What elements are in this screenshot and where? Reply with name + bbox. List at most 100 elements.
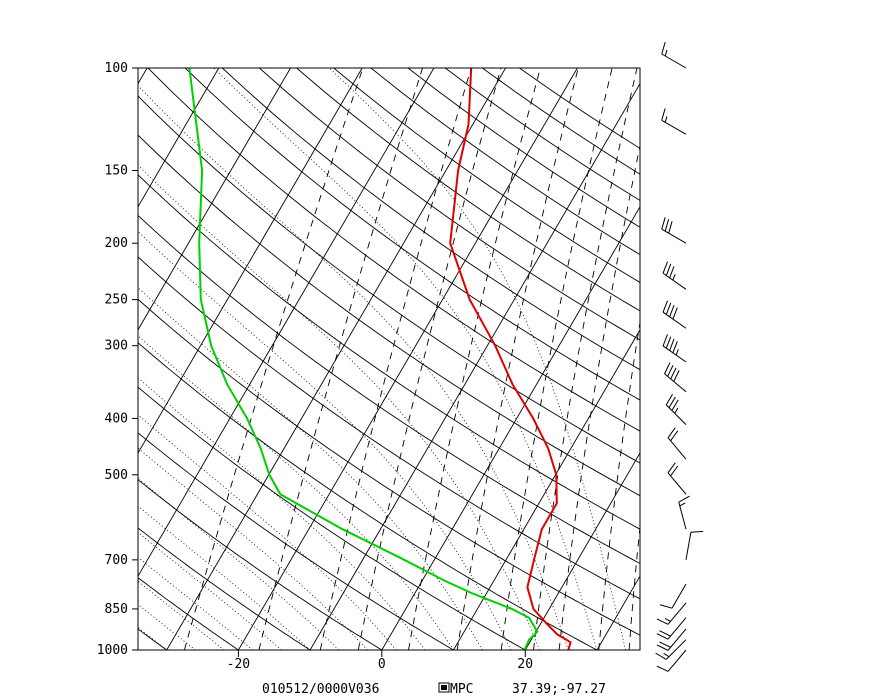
wind-barb xyxy=(678,495,690,530)
pressure-tick-label: 200 xyxy=(105,236,128,251)
moist-adiabat-line xyxy=(213,68,598,650)
mixing-ratio-line xyxy=(456,68,579,650)
wind-barb xyxy=(662,334,687,363)
dry-adiabat-line xyxy=(138,214,640,565)
wind-barb xyxy=(661,217,687,244)
wind-barb xyxy=(662,261,687,290)
pressure-tick-label: 850 xyxy=(105,602,128,617)
isotherm-line xyxy=(0,68,4,650)
wind-barb xyxy=(656,617,687,640)
moist-adiabat-line xyxy=(329,68,627,650)
dry-adiabat-line xyxy=(138,432,454,650)
wind-barb xyxy=(656,649,687,672)
moist-adiabat-line xyxy=(138,603,196,650)
moist-adiabat-line xyxy=(138,164,540,650)
temperature-profile xyxy=(449,68,572,650)
dry-adiabat-line xyxy=(138,134,640,497)
dry-adiabat-line xyxy=(333,68,640,283)
moist-adiabat-line xyxy=(138,477,340,650)
mixing-ratio-line xyxy=(258,68,423,650)
plot-frame xyxy=(137,67,641,651)
temperature-tick-label: -20 xyxy=(227,657,250,672)
grid-lines xyxy=(0,68,896,650)
pressure-tick-label: 100 xyxy=(105,61,128,76)
pressure-tick-label: 700 xyxy=(105,553,128,568)
dry-adiabat-line xyxy=(138,479,383,650)
isotherm-line xyxy=(669,68,896,650)
wind-barb xyxy=(662,300,687,329)
dry-adiabat-line xyxy=(138,342,598,650)
pressure-tick-label: 500 xyxy=(105,468,128,483)
mixing-ratio-line xyxy=(533,68,638,650)
moist-adiabat-line xyxy=(138,230,512,650)
dry-adiabat-line xyxy=(184,68,640,401)
wind-barb xyxy=(659,583,687,609)
wind-barbs xyxy=(655,41,704,672)
wind-barb xyxy=(661,108,687,135)
pressure-tick-label: 150 xyxy=(105,163,128,178)
isotherm-line xyxy=(0,68,75,650)
wind-barb xyxy=(667,462,687,495)
dry-adiabat-line xyxy=(407,68,640,228)
dry-adiabat-line xyxy=(221,68,640,371)
temperature-axis: -20 0 20 xyxy=(227,650,533,672)
isotherm-line xyxy=(309,82,640,650)
footer-datetime: 010512/0000V036 xyxy=(262,682,379,697)
wind-barb xyxy=(685,530,704,560)
wind-barb xyxy=(655,639,687,660)
temperature-tick-label: 20 xyxy=(517,657,533,672)
pressure-axis: 100 150 200 250 300 400 500 700 850 1000 xyxy=(97,61,138,658)
wind-barb xyxy=(664,362,687,393)
dry-adiabat-line xyxy=(259,68,640,341)
isotherm-line xyxy=(596,575,640,650)
dry-adiabat-line xyxy=(482,68,640,175)
dewpoint-profile xyxy=(188,68,539,650)
mixing-ratio-line xyxy=(319,68,472,650)
moist-adiabat-line xyxy=(138,505,311,650)
dry-adiabat-line xyxy=(138,628,167,650)
mixing-ratio-line xyxy=(408,68,541,650)
isotherm-line xyxy=(453,328,640,650)
dry-adiabat-line xyxy=(444,68,640,202)
dry-adiabat-line xyxy=(138,174,640,530)
wind-barb xyxy=(667,427,687,460)
dry-adiabat-line xyxy=(138,95,640,464)
dry-adiabat-line xyxy=(138,386,526,650)
footer-source: MPC xyxy=(450,682,473,697)
wind-barb xyxy=(665,393,687,425)
isotherm-line xyxy=(238,68,578,650)
temperature-tick-label: 0 xyxy=(378,657,386,672)
moist-adiabat-line xyxy=(138,626,167,650)
isotherm-line xyxy=(138,68,435,578)
dry-adiabat-line xyxy=(370,68,640,256)
pressure-tick-label: 300 xyxy=(105,339,128,354)
moist-adiabat-line xyxy=(138,335,454,650)
profile-lines xyxy=(188,68,572,650)
dry-adiabat-line xyxy=(147,68,640,432)
isotherm-line xyxy=(524,452,640,650)
pressure-tick-label: 250 xyxy=(105,293,128,308)
moist-adiabat-line xyxy=(138,377,426,650)
dry-adiabat-line xyxy=(138,577,239,650)
dry-adiabat-line xyxy=(138,527,311,650)
mixing-ratio-line xyxy=(558,143,640,650)
footer-location: 37.39;-97.27 xyxy=(512,682,606,697)
isotherm-line xyxy=(138,68,291,331)
wind-barb xyxy=(656,628,687,651)
dry-adiabat-line xyxy=(296,68,640,312)
isotherm-line xyxy=(138,68,220,208)
mixing-ratio-line xyxy=(500,68,613,650)
moist-adiabat-line xyxy=(138,414,397,650)
wind-barb xyxy=(656,602,687,625)
mixing-ratio-line xyxy=(183,68,364,650)
mixing-ratio-line xyxy=(598,319,640,650)
isotherm-line xyxy=(138,68,363,454)
pressure-tick-label: 1000 xyxy=(97,643,128,658)
pressure-tick-label: 400 xyxy=(105,411,128,426)
isotherm-line xyxy=(740,68,896,650)
mixing-ratio-line xyxy=(628,522,640,650)
wind-barb xyxy=(661,41,687,69)
moist-adiabat-line xyxy=(138,531,282,650)
mpc-logo-icon xyxy=(438,682,450,693)
